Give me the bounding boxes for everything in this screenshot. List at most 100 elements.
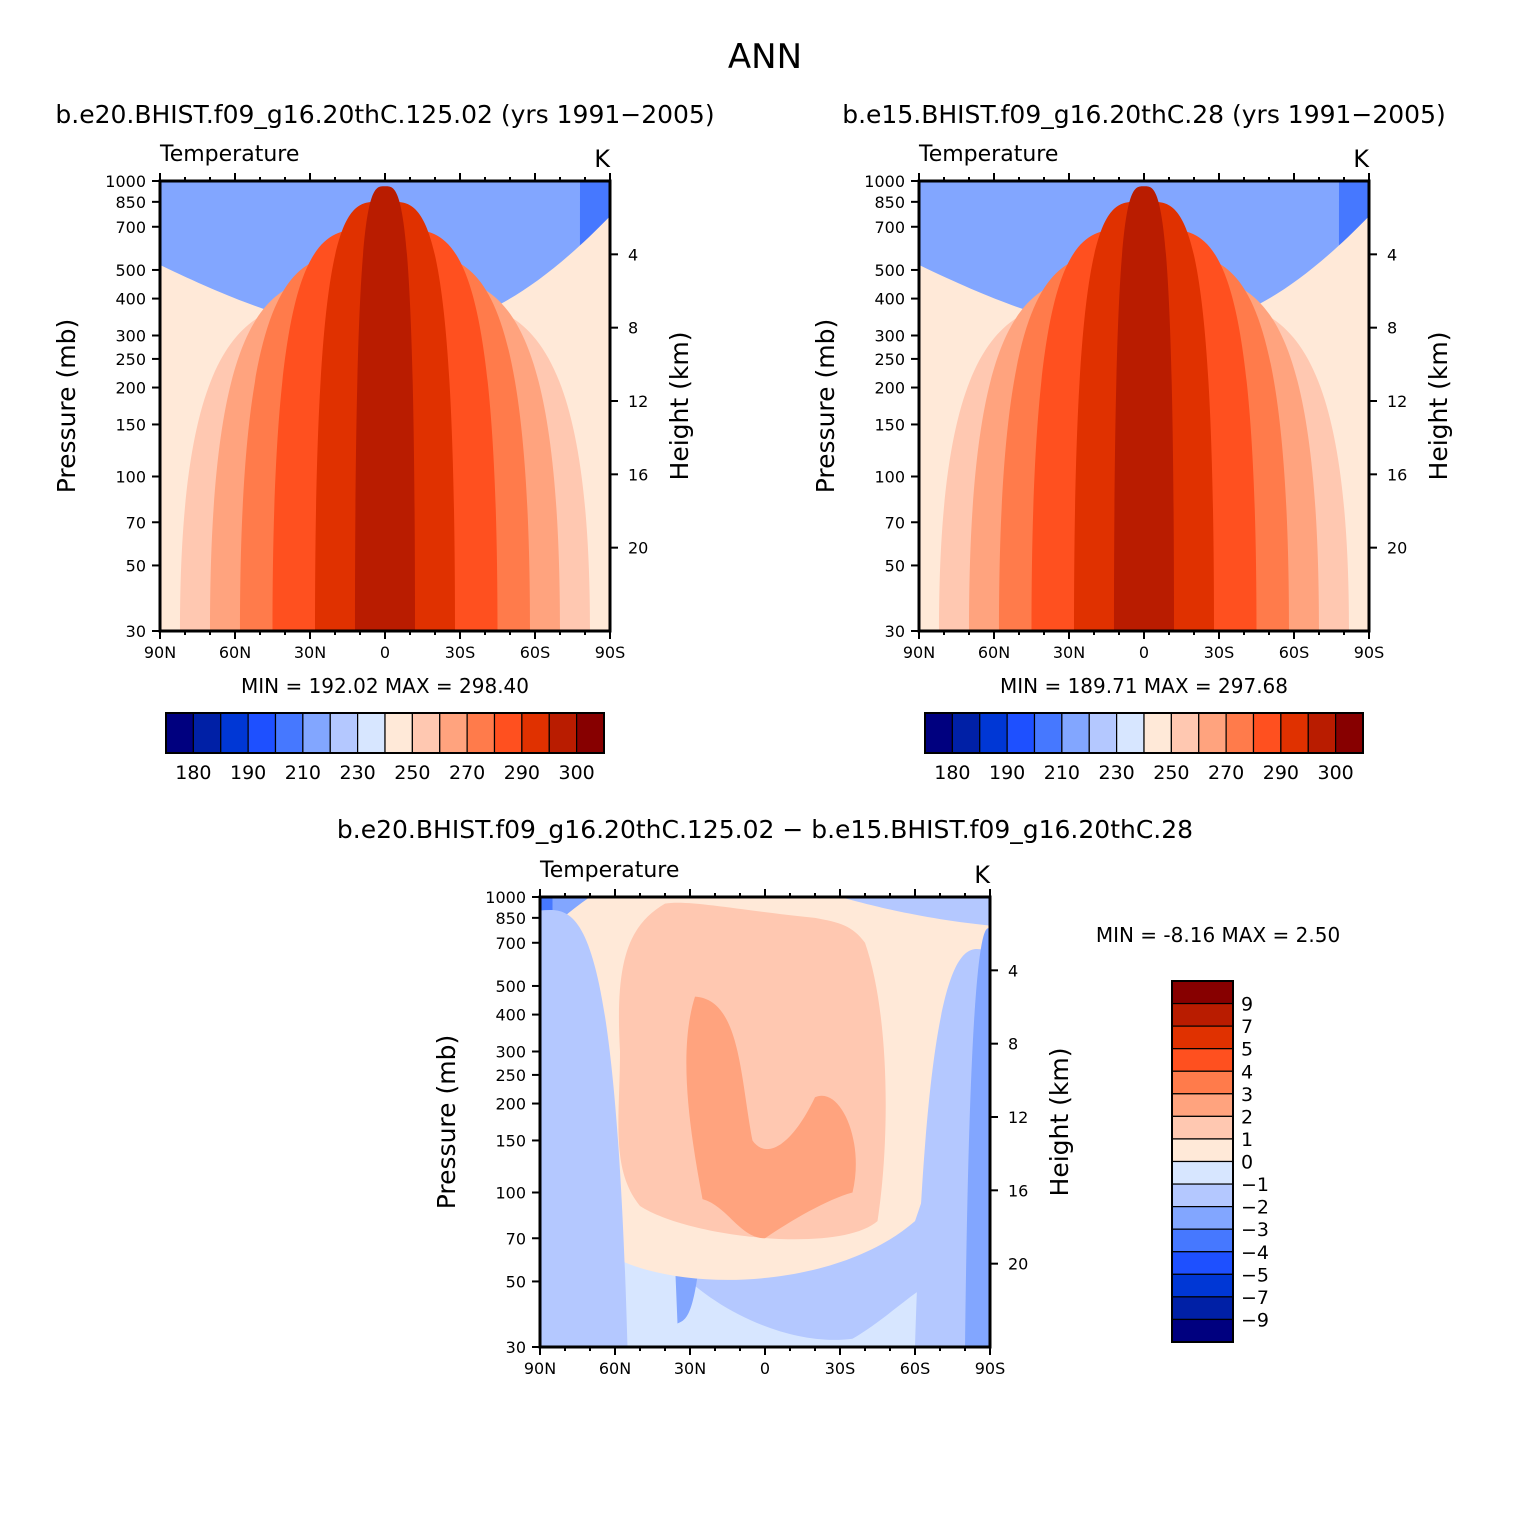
colorbar-label: −2: [1241, 1197, 1269, 1219]
y-tick-label: 400: [115, 290, 146, 309]
x-tick-label: 30S: [825, 1359, 856, 1378]
x-tick-label: 90N: [524, 1359, 556, 1378]
y-tick-label: 1000: [864, 172, 905, 191]
colorbar-box: [302, 712, 331, 754]
colorbar-frame: [1171, 980, 1234, 1343]
y2-tick-label: 16: [1008, 1181, 1028, 1200]
y2-tick-label: 12: [628, 392, 648, 411]
y-tick-label: 850: [495, 909, 526, 928]
y2-tick-label: 20: [1387, 539, 1407, 558]
panel-top-left: b.e20.BHIST.f09_g16.20thC.125.02 (yrs 19…: [52, 100, 715, 784]
colorbar-box: [1171, 1160, 1234, 1185]
colorbar-label: 3: [1241, 1084, 1253, 1106]
colorbar-box: [1061, 712, 1090, 754]
y-tick-label: 1000: [485, 888, 526, 907]
y2-axis-label: Height (km): [1045, 1048, 1074, 1197]
figure-title: ANN: [728, 37, 802, 77]
x-tick-label: 90S: [1354, 643, 1385, 662]
colorbar-box: [979, 712, 1008, 754]
colorbar-box: [951, 712, 981, 754]
y-tick-label: 250: [115, 350, 146, 369]
colorbar-box: [1088, 712, 1118, 754]
colorbar-box: [220, 712, 249, 754]
variable-label: Temperature: [539, 858, 679, 883]
panel-top-right: b.e15.BHIST.f09_g16.20thC.28 (yrs 1991−2…: [811, 100, 1453, 784]
panel-difference: b.e20.BHIST.f09_g16.20thC.125.02 − b.e15…: [337, 815, 1340, 1378]
y2-tick-label: 8: [1008, 1035, 1018, 1054]
units-label: K: [1353, 145, 1370, 173]
y-tick-label: 300: [495, 1043, 526, 1062]
x-tick-label: 60S: [520, 643, 551, 662]
colorbar-label: 270: [449, 762, 485, 784]
y-tick-label: 200: [874, 379, 905, 398]
colorbar-label: 300: [558, 762, 594, 784]
colorbar-box: [384, 712, 413, 754]
colorbar-box: [1171, 980, 1234, 1005]
x-tick-label: 90N: [903, 643, 935, 662]
units-label: K: [974, 861, 991, 889]
colorbar-label: 210: [1044, 762, 1080, 784]
colorbar-box: [329, 712, 359, 754]
y2-tick-label: 8: [628, 319, 638, 338]
y-tick-label: 700: [495, 934, 526, 953]
case-title: b.e20.BHIST.f09_g16.20thC.125.02 − b.e15…: [337, 815, 1193, 844]
y-tick-label: 300: [115, 327, 146, 346]
colorbar-label: 290: [504, 762, 540, 784]
y-tick-label: 70: [126, 513, 146, 532]
colorbar-box: [1171, 1228, 1234, 1253]
colorbar-label: 190: [989, 762, 1025, 784]
colorbar-label: 4: [1241, 1061, 1253, 1083]
y-tick-label: 50: [506, 1272, 526, 1291]
colorbar-box: [411, 712, 441, 754]
x-tick-label: 30N: [1053, 643, 1085, 662]
y-axis-label: Pressure (mb): [432, 1035, 461, 1209]
y2-tick-label: 4: [628, 245, 638, 264]
colorbar-label: 5: [1241, 1039, 1253, 1061]
colorbar-label: 230: [1098, 762, 1134, 784]
colorbar-box: [1116, 712, 1145, 754]
y-tick-label: 200: [495, 1095, 526, 1114]
colorbar-label: 9: [1241, 994, 1253, 1016]
contour-field: [919, 181, 1369, 631]
colorbar-box: [1171, 1138, 1234, 1163]
y-tick-label: 70: [506, 1229, 526, 1248]
colorbar-box: [1307, 712, 1337, 754]
y-tick-label: 150: [495, 1131, 526, 1150]
y-tick-label: 500: [495, 977, 526, 996]
contour-band: [686, 996, 856, 1239]
colorbar-box: [192, 712, 222, 754]
y-tick-label: 50: [885, 556, 905, 575]
colorbar-box: [357, 712, 386, 754]
colorbar-label: 250: [1153, 762, 1189, 784]
colorbar-box: [1171, 1273, 1234, 1298]
colorbar-frame: [924, 712, 1364, 754]
contour-band: [355, 186, 415, 631]
x-tick-label: 0: [1139, 643, 1149, 662]
y-tick-label: 30: [885, 622, 905, 641]
y2-tick-label: 16: [628, 465, 648, 484]
y-tick-label: 700: [115, 218, 146, 237]
y-tick-label: 850: [874, 193, 905, 212]
x-tick-label: 30N: [294, 643, 326, 662]
case-title: b.e20.BHIST.f09_g16.20thC.125.02 (yrs 19…: [55, 100, 714, 129]
x-tick-label: 60N: [978, 643, 1010, 662]
colorbar-box: [1171, 1025, 1234, 1050]
x-tick-label: 30S: [1204, 643, 1235, 662]
y2-tick-label: 20: [1008, 1255, 1028, 1274]
contour-band: [965, 928, 990, 1347]
y-tick-label: 200: [115, 379, 146, 398]
x-tick-label: 60S: [1279, 643, 1310, 662]
colorbar-box: [1171, 1183, 1234, 1208]
colorbar-box: [1171, 1093, 1234, 1117]
colorbar-label: 290: [1263, 762, 1299, 784]
y-tick-label: 500: [115, 261, 146, 280]
units-label: K: [594, 145, 611, 173]
y2-tick-label: 16: [1387, 465, 1407, 484]
colorbar-box: [1171, 1002, 1234, 1027]
x-tick-label: 0: [380, 643, 390, 662]
colorbar-box: [1280, 712, 1309, 754]
contour-band: [1114, 186, 1174, 631]
colorbar-box: [1171, 1318, 1234, 1343]
y-tick-label: 150: [115, 415, 146, 434]
x-tick-label: 60S: [900, 1359, 931, 1378]
